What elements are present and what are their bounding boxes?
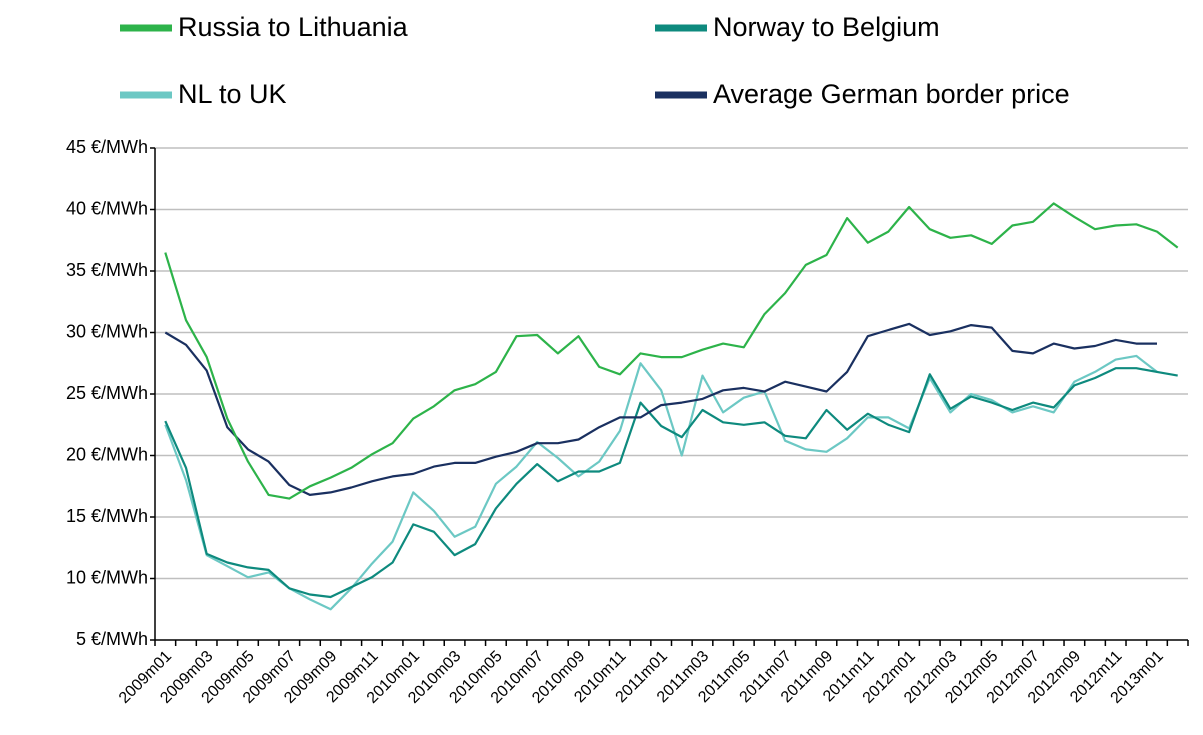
y-tick-label: 35 €/MWh (66, 260, 148, 280)
legend-label: Russia to Lithuania (178, 12, 409, 42)
series-line (164, 367, 1178, 599)
y-tick-label: 5 €/MWh (76, 629, 148, 649)
y-tick-label: 25 €/MWh (66, 383, 148, 403)
y-tick-label: 40 €/MWh (66, 198, 148, 218)
series-line (164, 322, 1157, 496)
y-tick-label: 10 €/MWh (66, 567, 148, 587)
y-tick-label: 45 €/MWh (66, 137, 148, 157)
legend-label: Norway to Belgium (713, 12, 940, 42)
y-tick-label: 20 €/MWh (66, 444, 148, 464)
series-line (164, 202, 1179, 500)
y-tick-label: 15 €/MWh (66, 506, 148, 526)
legend-label: Average German border price (713, 79, 1070, 109)
y-tick-label: 30 €/MWh (66, 321, 148, 341)
series-line (164, 354, 1158, 611)
legend-label: NL to UK (178, 79, 287, 109)
